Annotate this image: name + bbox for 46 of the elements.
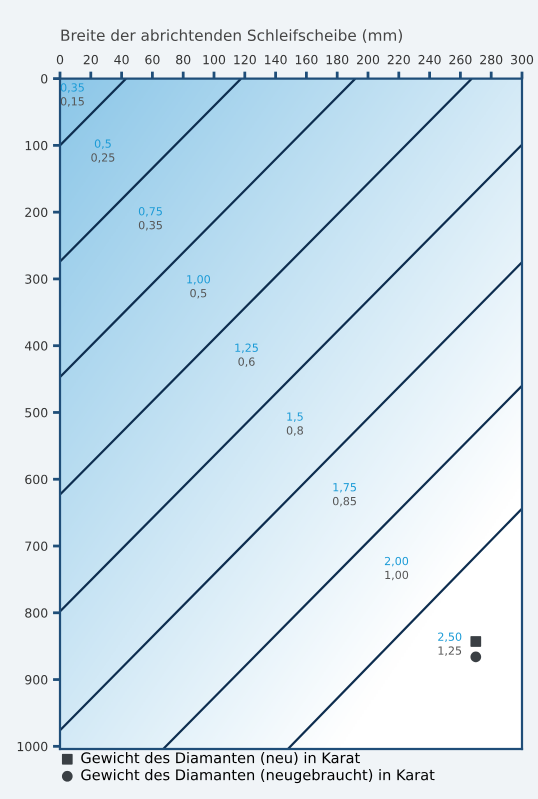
- x-tick-label: 240: [418, 54, 441, 64]
- x-tick-label: 120: [234, 54, 256, 64]
- annotation: 0,5: [94, 139, 111, 149]
- annotation: 1,25: [235, 344, 258, 354]
- annotation: 0,35: [138, 220, 162, 230]
- annotation: 1,5: [287, 412, 303, 422]
- annotation: 0,85: [332, 496, 356, 506]
- y-tick-label: 700: [25, 541, 48, 551]
- annotation: 1,75: [333, 483, 356, 493]
- x-tick-label: 100: [203, 54, 226, 64]
- x-tick-label: 0: [56, 54, 64, 64]
- x-tick-label: 300: [511, 54, 534, 64]
- y-tick-label: 200: [25, 208, 48, 218]
- y-tick-label: 1000: [18, 742, 48, 752]
- annotation: 2,50: [438, 632, 462, 642]
- x-tick-label: 280: [480, 54, 502, 64]
- annotation: 1,25: [438, 646, 462, 656]
- y-tick-label: 100: [26, 140, 48, 150]
- x-tick-label: 20: [84, 54, 98, 64]
- annotation: 0,25: [91, 153, 114, 163]
- y-tick-label: 900: [25, 675, 48, 684]
- y-tick-label: 0: [41, 74, 48, 84]
- x-tick-label: 40: [114, 54, 129, 64]
- legend-label: Gewicht des Diamanten (neu) in Karat: [81, 752, 360, 766]
- annotation: 0,6: [238, 357, 255, 367]
- annotation: 1,00: [385, 570, 408, 580]
- annotation: 0,8: [286, 426, 303, 436]
- x-tick-label: 260: [449, 54, 472, 64]
- y-tick-label: 300: [25, 274, 48, 284]
- annotation: 0,75: [138, 207, 162, 217]
- annotation: 1,00: [187, 275, 210, 285]
- legend-label: Gewicht des Diamanten (neugebraucht) in Karat: [81, 769, 435, 784]
- x-axis-title: Breite der abrichtenden Schleifscheibe (mm): [62, 29, 402, 43]
- x-tick-label: 180: [326, 54, 348, 64]
- annotation: 2,00: [384, 556, 408, 566]
- y-tick-label: 800: [25, 608, 48, 618]
- y-tick-label: 600: [25, 474, 48, 484]
- y-tick-label: 500: [25, 408, 48, 418]
- x-tick-label: 160: [296, 54, 318, 64]
- x-tick-label: 60: [145, 54, 160, 64]
- x-tick-label: 80: [176, 54, 190, 64]
- y-tick-label: 400: [24, 341, 48, 351]
- x-tick-label: 140: [265, 54, 287, 64]
- x-tick-label: 200: [356, 54, 380, 64]
- annotation: 0,5: [190, 288, 206, 299]
- x-tick-label: 220: [388, 54, 410, 64]
